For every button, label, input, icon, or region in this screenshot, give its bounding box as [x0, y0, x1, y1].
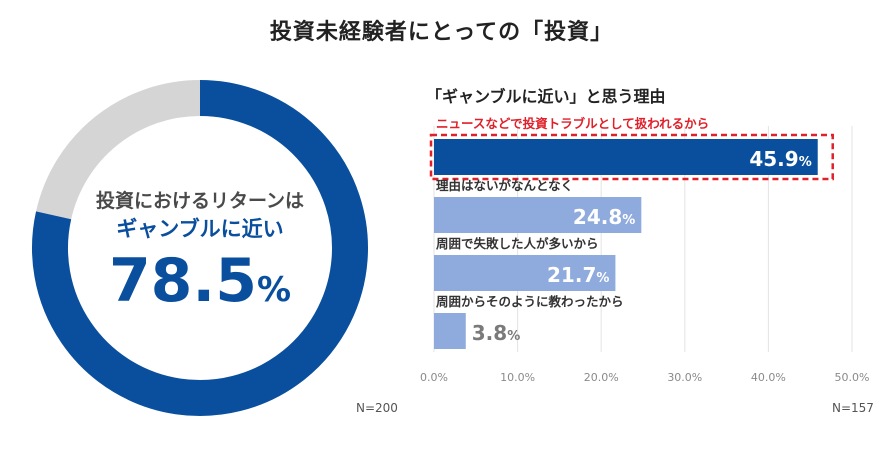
- donut-sample-size: N=200: [356, 401, 398, 415]
- x-axis-tick-labels: 0.0% 10.0% 20.0% 30.0% 40.0% 50.0%: [420, 371, 869, 384]
- bar-value-unit: %: [799, 155, 812, 170]
- bar-value-number: 24.8: [573, 205, 622, 229]
- bar-sample-size: N=157: [832, 401, 874, 415]
- bar-value-label: 21.7%: [547, 263, 609, 287]
- donut-center-value: 78.5%: [109, 246, 291, 316]
- bar-value-unit: %: [507, 329, 520, 344]
- x-tick-label: 50.0%: [835, 371, 870, 384]
- bar-value-label: 45.9%: [749, 147, 811, 171]
- bar-category-label: ニュースなどで投資トラブルとして扱われるから: [436, 116, 709, 131]
- bar-value-labels: 45.9%24.8%21.7%3.8%: [472, 147, 812, 345]
- main-title: 投資未経験者にとっての「投資」: [269, 20, 614, 45]
- bar-value-label: 24.8%: [573, 205, 635, 229]
- donut-center-text-line1: 投資におけるリターンは: [96, 189, 304, 212]
- bar: [434, 197, 642, 233]
- bar-value-number: 3.8: [472, 321, 507, 345]
- donut-slice-0: [32, 80, 368, 416]
- donut-center-text-line2: ギャンブルに近い: [116, 217, 283, 241]
- x-tick-label: 20.0%: [584, 371, 619, 384]
- donut-value-unit: %: [257, 270, 291, 310]
- x-tick-label: 0.0%: [420, 371, 448, 384]
- donut-slice-1: [36, 80, 201, 220]
- bar: [434, 313, 466, 349]
- bar-series: [429, 133, 834, 349]
- bar-value-number: 21.7: [547, 263, 596, 287]
- bar-category-label: 理由はないがなんとなく: [436, 178, 573, 193]
- x-tick-label: 30.0%: [667, 371, 702, 384]
- bar-value-unit: %: [596, 271, 609, 286]
- donut-value-number: 78.5: [109, 246, 257, 316]
- bar-chart-title: 「ギャンブルに近い」と思う理由: [426, 87, 666, 106]
- bar-category-label: 周囲からそのように教わったから: [436, 294, 624, 309]
- highlight-box: [429, 133, 834, 181]
- x-tick-label: 10.0%: [500, 371, 535, 384]
- bar-value-label: 3.8%: [472, 321, 520, 345]
- bar: [434, 255, 616, 291]
- bar-category-labels: ニュースなどで投資トラブルとして扱われるから理由はないがなんとなく周囲で失敗した…: [436, 116, 709, 309]
- bar-category-label: 周囲で失敗した人が多いから: [436, 236, 599, 251]
- bar-value-unit: %: [622, 213, 635, 228]
- bar-value-number: 45.9: [749, 147, 798, 171]
- bar: [434, 139, 818, 175]
- x-tick-label: 40.0%: [751, 371, 786, 384]
- donut-chart: 投資におけるリターンは ギャンブルに近い 78.5%: [32, 80, 368, 416]
- bar-chart: 「ギャンブルに近い」と思う理由 ニュースなどで投資トラブルとして扱われるから理由…: [420, 87, 869, 384]
